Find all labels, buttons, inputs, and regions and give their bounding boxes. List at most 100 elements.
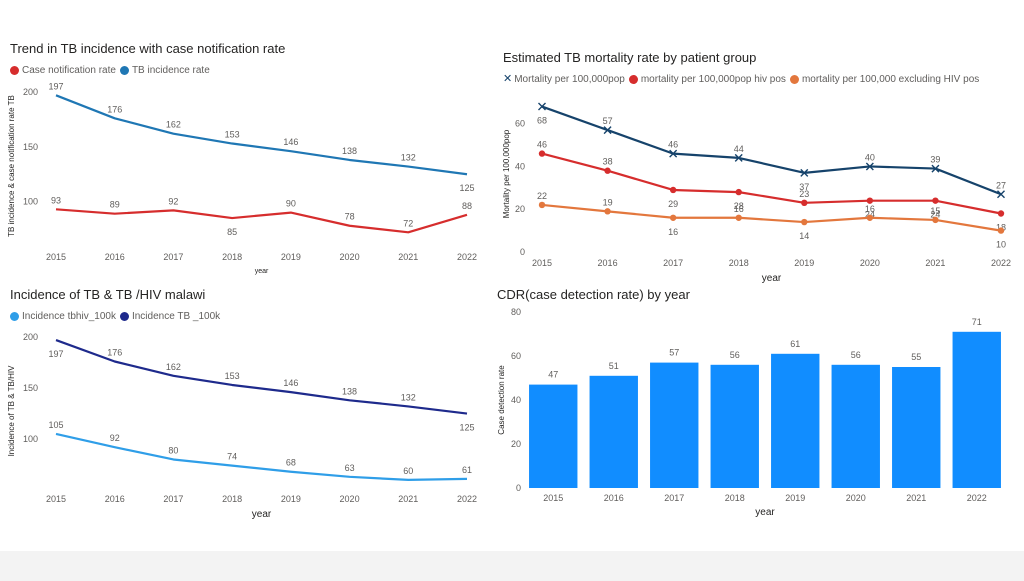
data-label: 132 <box>401 153 416 163</box>
data-label: 153 <box>225 371 240 381</box>
data-label: 176 <box>107 347 122 357</box>
chart-legend: Case notification rate TB incidence rate <box>10 65 214 76</box>
data-point-marker <box>538 150 546 157</box>
x-tick-label: 2015 <box>46 494 66 504</box>
legend-item-mortality-hiv-pos[interactable]: mortality per 100,000pop hiv pos <box>628 74 786 85</box>
data-label: 80 <box>168 445 178 455</box>
chart-c2-svg: 0 20 40 60 Mortality per 100,000pop 2015 2016 2… <box>502 102 1011 284</box>
chart-c1-svg: 100 150 200 TB incidence & case notificatio… <box>7 81 477 275</box>
y-tick-label: 20 <box>515 204 525 214</box>
data-label: 146 <box>283 378 298 388</box>
bar <box>892 367 941 488</box>
series-line <box>541 203 1002 232</box>
bar <box>831 364 880 488</box>
y-tick-label: 60 <box>511 351 521 361</box>
legend-item-mortality[interactable]: ✕ Mortality per 100,000pop <box>503 74 625 86</box>
bar <box>710 364 759 488</box>
data-label: 132 <box>401 392 416 402</box>
data-point-marker <box>932 197 939 204</box>
data-label: 60 <box>403 466 413 476</box>
series-line <box>55 208 468 234</box>
chart-c3-svg: 100 150 200 Incidence of TB & TB/HIV 2015 201… <box>7 332 477 520</box>
data-label: 125 <box>459 423 474 433</box>
data-label: 46 <box>537 140 547 150</box>
data-label: 61 <box>462 465 472 475</box>
x-tick-label: 2020 <box>860 258 880 268</box>
chart-c4-svg: 0 20 40 60 80 Case detection rate 47 2015 51 2016… <box>497 307 1001 518</box>
data-label: 40 <box>865 152 875 162</box>
data-label: 19 <box>603 197 613 207</box>
data-label: 55 <box>911 352 921 362</box>
y-tick-label: 200 <box>23 87 38 97</box>
data-point-marker <box>997 210 1005 217</box>
series-line <box>541 105 1002 196</box>
y-tick-label: 0 <box>520 247 525 257</box>
data-label: 51 <box>609 361 619 371</box>
x-tick-label: 2019 <box>794 258 814 268</box>
legend-dot-icon <box>789 75 799 84</box>
data-label: 15 <box>930 206 940 216</box>
x-tick-label: 2017 <box>663 258 683 268</box>
data-label: 61 <box>790 339 800 349</box>
chart-legend: ✕ Mortality per 100,000pop mortality per… <box>503 74 983 86</box>
x-tick-label: 2019 <box>281 494 301 504</box>
legend-item-case-notification[interactable]: Case notification rate <box>10 65 116 76</box>
x-tick-label: 2020 <box>846 493 866 503</box>
x-tick-label: 2022 <box>991 258 1011 268</box>
series-line <box>55 339 468 415</box>
data-point-marker <box>866 214 874 221</box>
data-point-marker <box>538 102 546 111</box>
x-axis-label: year <box>755 507 775 518</box>
data-label: 197 <box>48 81 63 91</box>
data-label: 39 <box>930 155 940 165</box>
legend-item-mortality-excl-hiv[interactable]: mortality per 100,000 excluding HIV pos <box>789 74 979 85</box>
chart-title: Trend in TB incidence with case notifica… <box>10 41 286 56</box>
legend-label: TB incidence rate <box>131 65 210 76</box>
data-label: 153 <box>225 130 240 140</box>
data-label: 46 <box>668 140 678 150</box>
data-label: 29 <box>668 199 678 209</box>
data-point-marker <box>800 168 809 177</box>
y-tick-label: 100 <box>23 434 38 444</box>
legend-item-incidence-tbhiv[interactable]: Incidence tbhiv_100k <box>10 311 116 322</box>
data-label: 85 <box>227 227 237 237</box>
x-tick-label: 2016 <box>105 252 125 262</box>
x-tick-label: 2017 <box>664 493 684 503</box>
legend-item-tb-incidence[interactable]: TB incidence rate <box>119 65 210 76</box>
data-point-marker <box>604 208 611 215</box>
data-label: 138 <box>342 386 357 396</box>
data-point-marker <box>801 199 808 207</box>
data-label: 38 <box>603 157 613 167</box>
y-tick-label: 60 <box>515 119 525 129</box>
x-tick-label: 2020 <box>340 494 360 504</box>
data-point-marker <box>735 214 742 221</box>
legend-item-incidence-tb[interactable]: Incidence TB _100k <box>119 311 220 322</box>
x-tick-label: 2017 <box>163 494 183 504</box>
data-label: 162 <box>166 120 181 130</box>
data-label: 56 <box>851 350 861 360</box>
x-tick-label: 2019 <box>785 493 805 503</box>
x-tick-label: 2016 <box>598 258 618 268</box>
chart-title: Estimated TB mortality rate by patient g… <box>503 50 757 65</box>
data-label: 44 <box>734 144 744 154</box>
x-tick-label: 2018 <box>222 252 242 262</box>
footer-band <box>0 551 1024 581</box>
y-tick-label: 40 <box>511 395 521 405</box>
legend-label: Case notification rate <box>22 65 116 76</box>
data-label: 16 <box>668 227 678 237</box>
data-point-marker <box>734 153 743 162</box>
data-label: 197 <box>48 349 63 359</box>
data-label: 105 <box>48 420 63 430</box>
data-label: 68 <box>537 116 547 126</box>
legend-dot-icon <box>628 75 638 84</box>
data-label: 146 <box>283 137 298 147</box>
bar <box>771 353 820 488</box>
data-label: 57 <box>669 348 679 358</box>
x-axis-label: year <box>255 268 269 275</box>
x-tick-label: 2021 <box>906 493 926 503</box>
y-tick-label: 20 <box>511 439 521 449</box>
data-label: 92 <box>110 433 120 443</box>
x-axis-label: year <box>762 273 782 284</box>
legend-label: Incidence tbhiv_100k <box>22 311 116 322</box>
data-point-marker <box>669 186 677 194</box>
